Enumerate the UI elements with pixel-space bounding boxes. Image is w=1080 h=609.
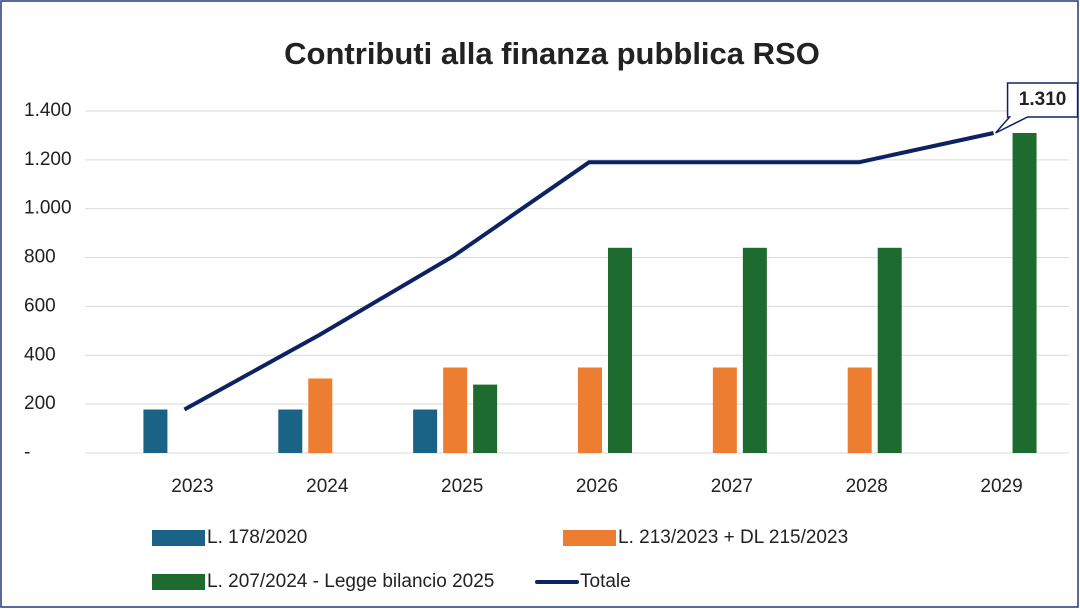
y-tick-label: 200 [24,393,56,414]
x-tick-label: 2026 [576,476,618,497]
callout-box [995,82,1079,134]
bar [1012,132,1037,453]
bar [877,247,902,453]
bar [712,367,737,453]
y-tick-label: 1.200 [24,149,72,170]
legend-label: L. 213/2023 + DL 215/2023 [618,527,848,548]
y-tick-label: 1.400 [24,100,72,121]
y-tick-label: 600 [24,295,56,316]
data-label: 1.310 [1019,89,1067,110]
legend-label: L. 178/2020 [207,527,307,548]
legend-swatch [152,530,205,546]
y-tick-label: 400 [24,344,56,365]
y-tick-label: - [24,442,30,463]
bar [473,384,498,453]
legend-label: Totale [580,571,631,592]
y-tick-label: 1.000 [24,198,72,219]
x-tick-label: 2023 [171,476,213,497]
legend-label: L. 207/2024 - Legge bilancio 2025 [207,571,494,592]
x-tick-label: 2029 [980,476,1022,497]
bar [143,409,168,453]
line-series [183,131,994,412]
bar [608,247,632,453]
legend-swatch [152,574,205,590]
y-tick-label: 800 [24,247,56,268]
x-tick-label: 2027 [711,476,753,497]
bar [413,409,438,453]
x-tick-label: 2024 [306,476,349,497]
x-tick-label: 2025 [441,476,483,497]
bar [443,367,468,453]
chart-title: Contributi alla finanza pubblica RSO [284,36,820,71]
bar [742,247,767,453]
bar [308,378,333,453]
legend-swatch [563,530,616,546]
bar [578,367,602,453]
bar [847,367,872,453]
bar [278,409,303,453]
x-tick-label: 2028 [846,476,888,497]
